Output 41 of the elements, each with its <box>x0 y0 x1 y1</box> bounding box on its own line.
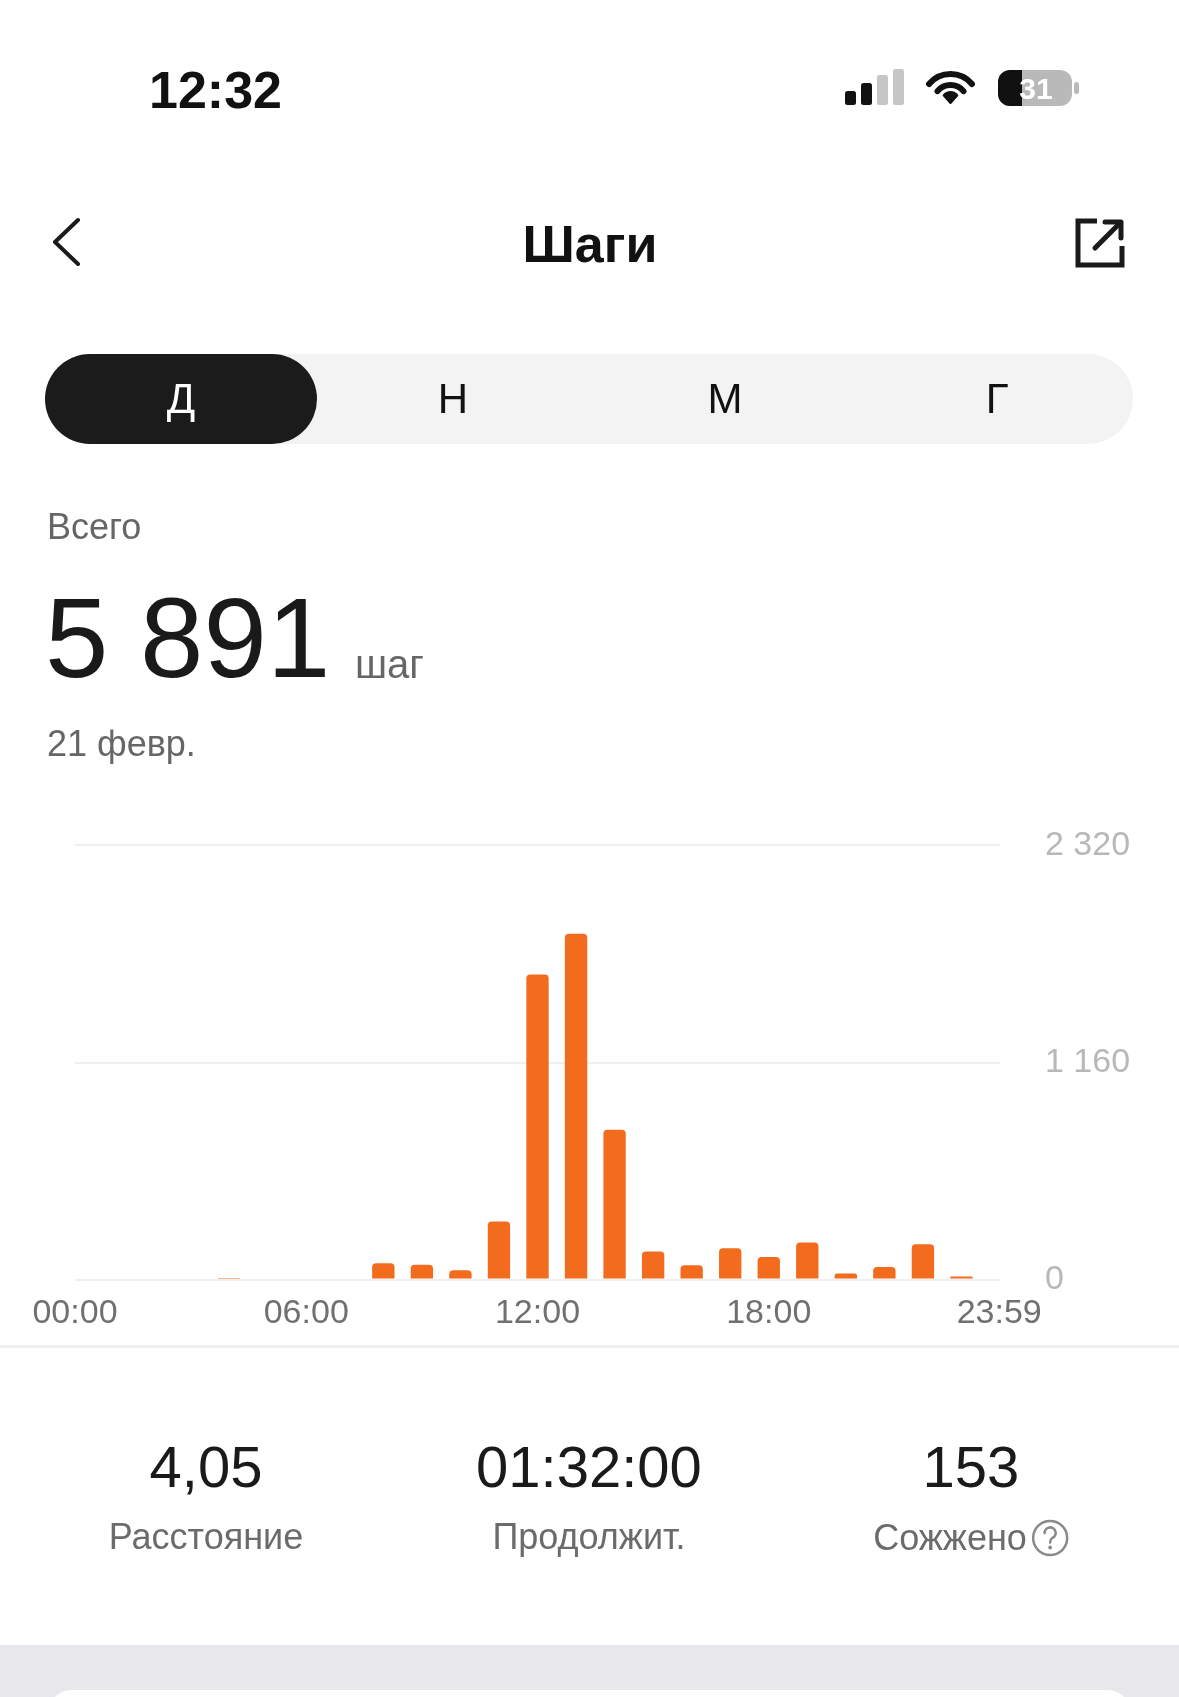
text: 21 февр. <box>47 722 196 764</box>
text: 12:32 <box>149 60 282 119</box>
y-tick-label: 1 160 <box>1045 1040 1131 1079</box>
x-tick-label: 06:00 <box>263 1292 349 1331</box>
bar <box>796 1242 819 1279</box>
bar <box>372 1263 395 1279</box>
bar <box>449 1270 472 1279</box>
text: 4,05 <box>149 1433 263 1499</box>
selected-tab-button[interactable]: Д <box>45 354 317 444</box>
text: 5 891 <box>45 574 331 702</box>
x-tick-label: 12:00 <box>494 1292 581 1331</box>
text: Всего <box>47 505 142 547</box>
text: Расстояние <box>108 1515 304 1557</box>
bar <box>680 1265 703 1279</box>
bar <box>564 933 588 1279</box>
tab-button[interactable]: Г <box>861 354 1133 444</box>
tab-button[interactable]: Н <box>317 354 589 444</box>
text: Сожжено <box>873 1517 1027 1558</box>
bar <box>719 1248 742 1279</box>
text: 01:32:00 <box>476 1433 702 1499</box>
bar <box>834 1273 858 1279</box>
bar <box>526 974 549 1279</box>
bar <box>641 1251 665 1279</box>
bar <box>950 1276 973 1279</box>
y-tick-label: 2 320 <box>1045 823 1131 862</box>
bar <box>911 1244 935 1279</box>
bar <box>410 1264 434 1279</box>
x-tick-label: 00:00 <box>32 1292 118 1331</box>
x-tick-label: 23:59 <box>956 1292 1042 1331</box>
text: Продолжит. <box>492 1515 686 1557</box>
x-tick-label: 18:00 <box>726 1292 812 1331</box>
bar <box>757 1256 780 1279</box>
bar <box>603 1129 626 1279</box>
y-tick-label: 0 <box>1045 1257 1064 1296</box>
segmented-control[interactable]: Д Н М Г <box>45 354 1133 444</box>
tab-button[interactable]: М <box>589 354 861 444</box>
bar <box>487 1221 511 1279</box>
chart-title: Шаги <box>522 214 658 273</box>
text: 153 <box>922 1433 1020 1499</box>
bar <box>873 1267 896 1279</box>
text: шаг <box>355 642 424 687</box>
